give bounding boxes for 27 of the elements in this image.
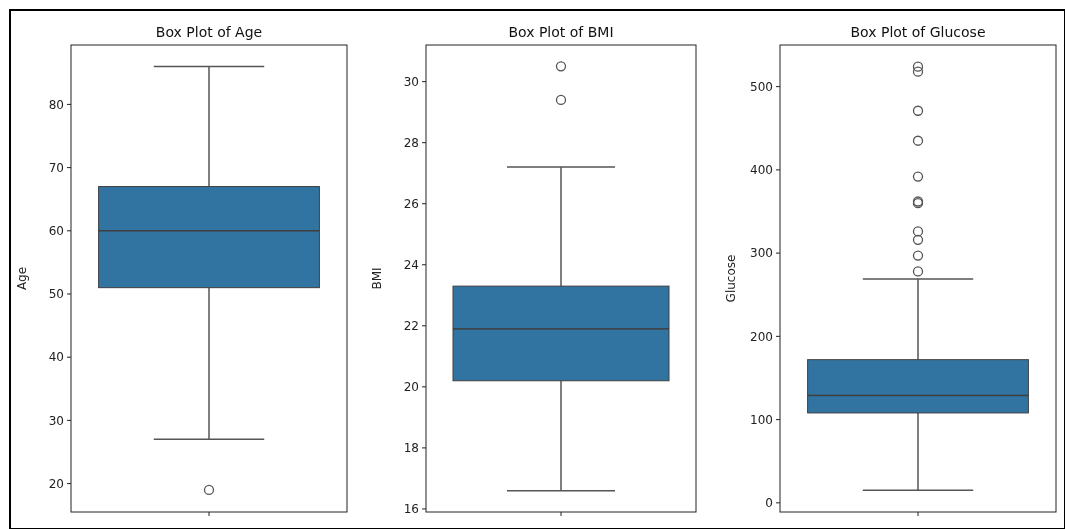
y-tick-label: 500	[750, 79, 773, 94]
y-tick-label: 100	[750, 412, 773, 427]
y-tick-label: 28	[403, 135, 419, 150]
y-tick-label: 400	[750, 163, 773, 178]
y-tick-label: 80	[48, 97, 64, 112]
y-tick-label: 50	[48, 287, 64, 302]
y-tick-label: 60	[48, 223, 64, 238]
y-tick-label: 300	[750, 246, 773, 261]
y-tick-label: 0	[765, 496, 773, 511]
y-axis-title: Age	[15, 266, 29, 291]
y-tick-label: 24	[403, 257, 419, 272]
y-tick-label: 30	[403, 74, 419, 89]
y-axis-title: Glucose	[724, 254, 738, 303]
y-tick-label: 22	[403, 319, 419, 334]
y-tick-label: 20	[403, 380, 419, 395]
chart-title: Box Plot of Glucose	[850, 24, 986, 40]
y-tick-label: 20	[48, 476, 64, 491]
chart-title: Box Plot of Age	[155, 24, 263, 40]
y-tick-label: 16	[403, 502, 419, 517]
y-tick-label: 200	[750, 329, 773, 344]
chart-title: Box Plot of BMI	[508, 24, 614, 40]
y-tick-label: 18	[403, 441, 419, 456]
y-tick-label: 26	[403, 196, 419, 211]
y-tick-label: 40	[48, 350, 64, 365]
y-tick-label: 30	[48, 413, 64, 428]
y-tick-label: 70	[48, 160, 64, 175]
y-axis-title: BMI	[370, 267, 384, 290]
